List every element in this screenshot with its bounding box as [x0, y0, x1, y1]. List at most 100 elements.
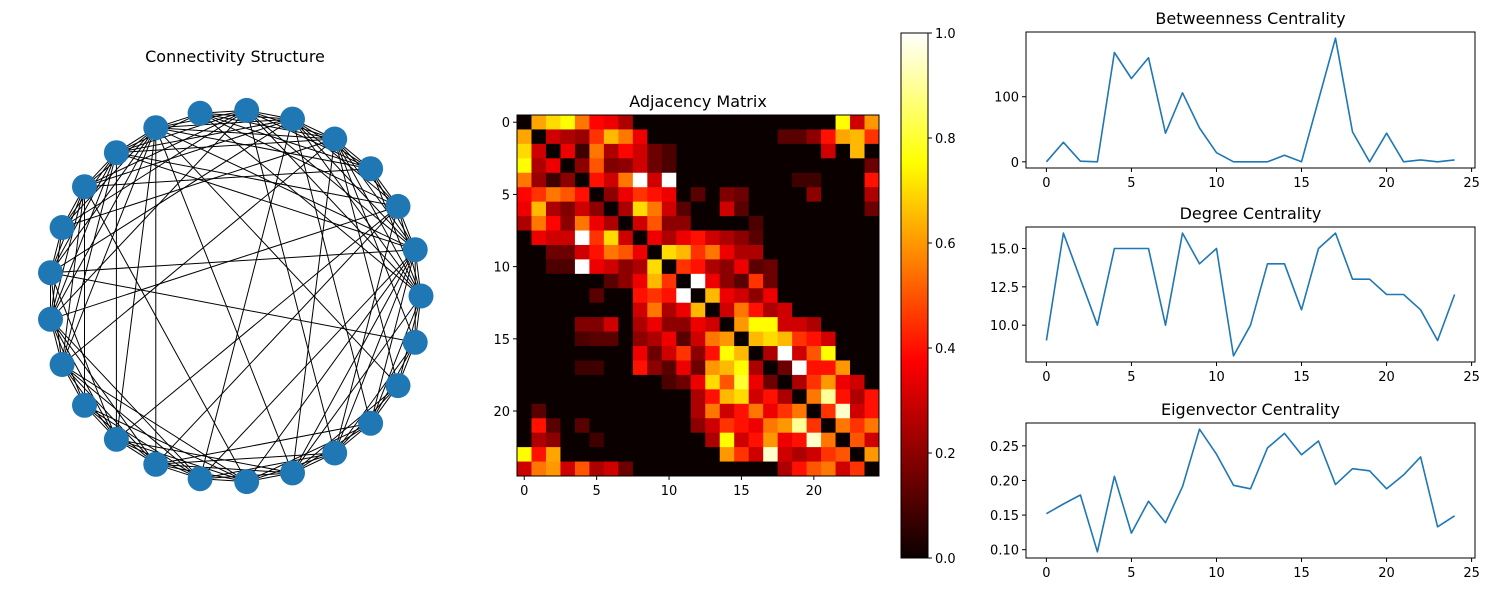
heatmap-cell — [661, 244, 677, 260]
network-edge — [116, 109, 247, 154]
heatmap-cell — [531, 172, 547, 188]
heatmap-cell — [835, 115, 851, 130]
heatmap-cell — [734, 346, 750, 361]
x-tick-label: 15 — [1293, 566, 1310, 581]
heatmap-cell — [763, 172, 779, 188]
heatmap-cell — [835, 302, 851, 318]
heatmap-cell — [763, 447, 779, 462]
heatmap-cell — [821, 288, 836, 304]
heatmap-cell — [719, 143, 735, 159]
heatmap-cell — [864, 158, 880, 174]
heatmap-cell — [719, 418, 735, 434]
heatmap-cell — [719, 216, 735, 231]
heatmap-cell — [589, 273, 605, 289]
heatmap-cell — [821, 447, 836, 462]
heatmap-cell — [647, 302, 663, 318]
heatmap-cell — [632, 418, 648, 434]
heatmap-cell — [661, 129, 677, 145]
heatmap-cell — [589, 187, 605, 203]
heatmap-cell — [603, 115, 619, 130]
heatmap-cell — [835, 172, 851, 188]
heatmap-cell — [589, 403, 605, 419]
heatmap-cell — [603, 259, 619, 275]
heatmap-cell — [821, 143, 836, 159]
heatmap-cell — [748, 158, 764, 174]
heatmap-cell — [517, 244, 532, 260]
heatmap-cell — [603, 418, 619, 434]
heatmap-cell — [850, 143, 865, 159]
network-edge — [84, 186, 248, 482]
heatmap-cell — [560, 172, 576, 188]
heatmap-cell — [835, 288, 851, 304]
heatmap-cell — [777, 346, 793, 361]
heatmap-cell — [864, 230, 880, 246]
heatmap-cell — [734, 374, 750, 390]
x-tick-label: 10 — [1208, 566, 1225, 581]
heatmap-cell — [835, 158, 851, 174]
heatmap-cell — [545, 115, 561, 130]
heatmap-cell — [734, 432, 750, 448]
heatmap-cell — [821, 158, 836, 174]
heatmap-cell — [835, 129, 851, 145]
heatmap-cell — [574, 374, 590, 390]
heatmap-cell — [821, 187, 836, 203]
heatmap-cell — [531, 374, 547, 390]
heatmap-cell — [821, 259, 836, 275]
heatmap-cell — [647, 172, 663, 188]
heatmap-cell — [545, 346, 561, 361]
heatmap-cell — [734, 273, 750, 289]
heatmap-cell — [618, 230, 634, 246]
heatmap-cell — [676, 143, 692, 159]
heatmap-cell — [748, 143, 764, 159]
heatmap-cell — [574, 317, 590, 332]
heatmap-cell — [792, 288, 807, 304]
heatmap-cell — [589, 244, 605, 260]
heatmap-cell — [574, 244, 590, 260]
heatmap-cell — [864, 288, 880, 304]
heatmap-cell — [560, 288, 576, 304]
heatmap-cell — [748, 201, 764, 217]
heatmap-cell — [661, 331, 677, 347]
heatmap-cell — [777, 230, 793, 246]
heatmap-cell — [719, 187, 735, 203]
heatmap-cell — [719, 461, 735, 477]
heatmap-cell — [574, 389, 590, 405]
heatmap-cell — [864, 360, 880, 376]
heatmap-cell — [719, 244, 735, 260]
heatmap-cell — [647, 374, 663, 390]
heatmap-cell — [719, 273, 735, 289]
heatmap-cell — [531, 418, 547, 434]
network-node — [385, 373, 411, 399]
heatmap-cell — [618, 346, 634, 361]
network-edge — [50, 205, 399, 320]
heatmap-cell — [748, 172, 764, 188]
heatmap-cell — [864, 216, 880, 231]
heatmap-cell — [676, 302, 692, 318]
heatmap-cell — [850, 374, 865, 390]
heatmap-cell — [632, 158, 648, 174]
heatmap-cell — [705, 317, 721, 332]
heatmap-cell — [705, 216, 721, 231]
heatmap-cell — [531, 403, 547, 419]
heatmap-cell — [690, 201, 706, 217]
heatmap-cell — [705, 346, 721, 361]
network-node — [103, 426, 129, 452]
heatmap-cell — [763, 273, 779, 289]
heatmap-cell — [690, 374, 706, 390]
heatmap-cell — [690, 360, 706, 376]
heatmap-cell — [705, 374, 721, 390]
heatmap-cell — [676, 230, 692, 246]
heatmap-cell — [676, 432, 692, 448]
heatmap-cell — [647, 230, 663, 246]
x-tick-label: 25 — [1463, 176, 1480, 191]
y-tick-label: 15.0 — [990, 242, 1019, 257]
heatmap-cell — [763, 230, 779, 246]
heatmap-cell — [734, 230, 750, 246]
heatmap-cell — [517, 288, 532, 304]
network-edge — [292, 118, 399, 207]
network-edge — [334, 342, 416, 454]
network-node — [385, 193, 411, 219]
heatmap-cell — [835, 143, 851, 159]
heatmap-cell — [777, 288, 793, 304]
network-node — [72, 174, 97, 200]
